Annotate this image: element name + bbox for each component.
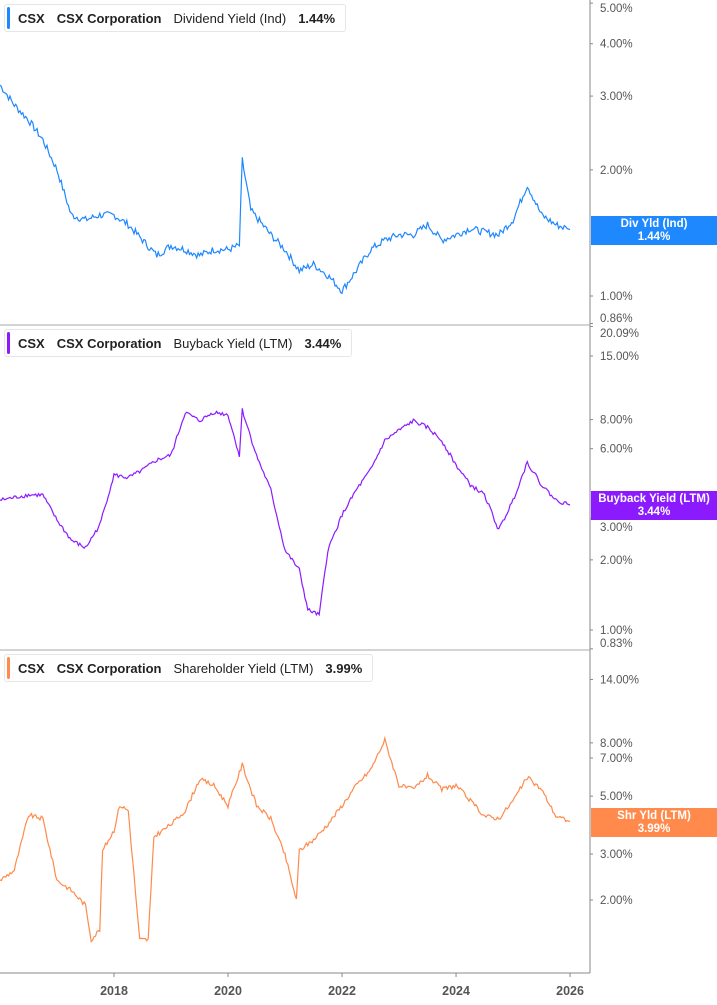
y-tick-label: 5.00% (600, 3, 633, 15)
y-tick-label: 20.09% (600, 328, 639, 340)
legend-company: CSX Corporation (56, 10, 162, 26)
y-tick-label: 7.00% (600, 753, 633, 765)
y-tick-label: 15.00% (600, 351, 639, 363)
y-tick-label: 3.00% (600, 522, 633, 534)
series-line (0, 408, 571, 617)
legend-shareholder-yield: CSX CSX Corporation Shareholder Yield (L… (4, 654, 374, 682)
legend-metric: Shareholder Yield (LTM) (173, 660, 314, 676)
tag-label: Buyback Yield (LTM) (598, 492, 710, 505)
y-tick-label: 2.00% (600, 555, 633, 567)
y-tick-label: 14.00% (600, 674, 639, 686)
x-tick-label: 2026 (556, 984, 584, 998)
x-tick-label: 2024 (442, 984, 470, 998)
legend-company: CSX Corporation (56, 660, 162, 676)
y-tick-label: 2.00% (600, 165, 633, 177)
x-tick-label: 2018 (100, 984, 128, 998)
legend-color-bar (7, 657, 10, 679)
x-tick-label: 2022 (328, 984, 356, 998)
legend-color-bar (7, 7, 10, 29)
legend-company: CSX Corporation (56, 335, 162, 351)
value-tag-shareholder-yield: Shr Yld (LTM) 3.99% (591, 807, 717, 837)
y-tick-label: 6.00% (600, 444, 633, 456)
y-tick-label: 4.00% (600, 39, 633, 51)
y-tick-label: 8.00% (600, 738, 633, 750)
tag-label: Div Yld (Ind) (620, 217, 688, 230)
legend-value: 1.44% (298, 10, 336, 26)
value-tag-dividend-yield: Div Yld (Ind) 1.44% (591, 215, 717, 245)
tag-value: 3.99% (637, 822, 671, 835)
legend-ticker: CSX (18, 660, 45, 676)
tag-value: 3.44% (637, 505, 671, 518)
y-tick-label: 1.00% (600, 625, 633, 637)
legend-ticker: CSX (18, 335, 45, 351)
series-line (0, 735, 571, 943)
legend-ticker: CSX (18, 10, 45, 26)
y-tick-label: 3.00% (600, 91, 633, 103)
value-tag-buyback-yield: Buyback Yield (LTM) 3.44% (591, 490, 717, 520)
y-tick-label: 0.83% (600, 638, 633, 650)
y-tick-label: 2.00% (600, 895, 633, 907)
y-tick-label: 5.00% (600, 791, 633, 803)
y-tick-label: 1.00% (600, 291, 633, 303)
y-tick-label: 3.00% (600, 849, 633, 861)
legend-buyback-yield: CSX CSX Corporation Buyback Yield (LTM) … (4, 329, 353, 357)
legend-metric: Buyback Yield (LTM) (173, 335, 293, 351)
legend-metric: Dividend Yield (Ind) (173, 10, 287, 26)
tag-value: 1.44% (637, 230, 671, 243)
legend-value: 3.44% (304, 335, 342, 351)
legend-dividend-yield: CSX CSX Corporation Dividend Yield (Ind)… (4, 4, 347, 32)
y-tick-label: 8.00% (600, 415, 633, 427)
legend-value: 3.99% (325, 660, 363, 676)
legend-color-bar (7, 332, 10, 354)
y-tick-label: 0.86% (600, 313, 633, 325)
tag-label: Shr Yld (LTM) (617, 809, 691, 822)
series-line (0, 84, 571, 295)
x-tick-label: 2020 (214, 984, 242, 998)
